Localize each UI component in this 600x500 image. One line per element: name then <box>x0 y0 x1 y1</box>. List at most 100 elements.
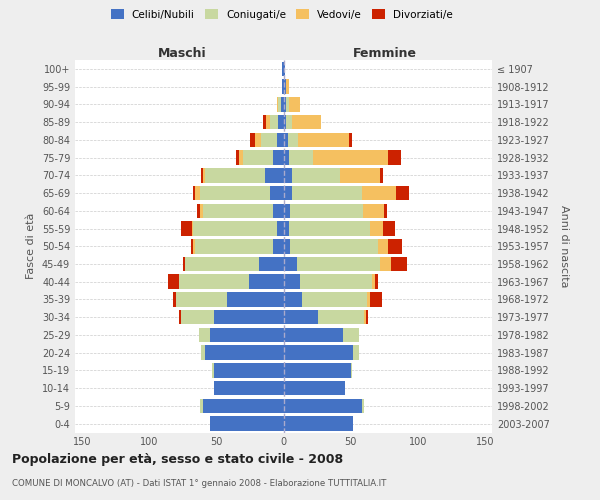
Bar <box>363 204 385 218</box>
Bar <box>292 115 321 130</box>
Bar <box>202 168 203 182</box>
Bar <box>284 274 299 289</box>
Legend: Celibi/Nubili, Coniugati/e, Vedovi/e, Divorziati/e: Celibi/Nubili, Coniugati/e, Vedovi/e, Di… <box>107 5 457 24</box>
Bar <box>284 256 297 272</box>
Bar <box>313 150 388 165</box>
Bar <box>278 115 284 130</box>
Bar <box>266 115 270 130</box>
Bar <box>367 292 370 306</box>
Bar <box>181 310 214 324</box>
Bar <box>284 186 292 200</box>
Bar <box>191 239 193 254</box>
Bar <box>343 328 359 342</box>
Bar <box>298 132 349 147</box>
Bar <box>284 381 346 396</box>
Bar <box>388 239 402 254</box>
Bar <box>286 97 289 112</box>
Bar <box>365 310 368 324</box>
Bar <box>290 239 377 254</box>
Bar <box>370 221 383 236</box>
Bar <box>202 346 205 360</box>
Bar <box>209 328 284 342</box>
Bar <box>284 204 290 218</box>
Bar <box>214 310 284 324</box>
Bar <box>340 168 380 182</box>
Bar <box>302 292 367 306</box>
Bar <box>284 398 362 413</box>
Bar <box>284 80 286 94</box>
Bar <box>292 168 340 182</box>
Bar <box>200 204 203 218</box>
Bar <box>388 150 401 165</box>
Bar <box>290 204 363 218</box>
Bar <box>185 256 259 272</box>
Bar <box>287 132 298 147</box>
Bar <box>273 150 284 165</box>
Bar <box>385 204 387 218</box>
Bar <box>277 97 278 112</box>
Bar <box>270 115 278 130</box>
Y-axis label: Anni di nascita: Anni di nascita <box>559 205 569 288</box>
Bar <box>284 132 287 147</box>
Bar <box>278 97 281 112</box>
Bar <box>284 292 302 306</box>
Bar <box>176 292 227 306</box>
Bar <box>273 239 284 254</box>
Bar <box>182 256 185 272</box>
Bar <box>380 256 391 272</box>
Bar <box>195 186 200 200</box>
Bar <box>227 292 284 306</box>
Bar <box>277 221 284 236</box>
Bar <box>282 62 284 76</box>
Bar <box>284 97 286 112</box>
Bar <box>289 150 313 165</box>
Bar <box>380 168 383 182</box>
Bar <box>284 328 343 342</box>
Bar <box>284 363 351 378</box>
Text: Femmine: Femmine <box>352 47 416 60</box>
Bar <box>243 150 273 165</box>
Bar <box>181 221 192 236</box>
Bar <box>236 150 239 165</box>
Bar <box>203 398 284 413</box>
Text: COMUNE DI MONCALVO (AT) - Dati ISTAT 1° gennaio 2008 - Elaborazione TUTTITALIA.I: COMUNE DI MONCALVO (AT) - Dati ISTAT 1° … <box>12 479 386 488</box>
Bar <box>284 221 289 236</box>
Bar <box>297 256 380 272</box>
Bar <box>259 256 284 272</box>
Bar <box>277 132 284 147</box>
Bar <box>265 168 284 182</box>
Bar <box>214 363 284 378</box>
Bar <box>284 239 290 254</box>
Bar <box>193 186 195 200</box>
Bar <box>292 186 362 200</box>
Bar <box>286 115 292 130</box>
Bar <box>284 62 285 76</box>
Bar <box>375 274 377 289</box>
Text: Popolazione per età, sesso e stato civile - 2008: Popolazione per età, sesso e stato civil… <box>12 452 343 466</box>
Bar <box>214 381 284 396</box>
Bar <box>289 97 299 112</box>
Bar <box>179 310 181 324</box>
Bar <box>197 204 200 218</box>
Bar <box>284 115 286 130</box>
Bar <box>173 292 176 306</box>
Text: Maschi: Maschi <box>158 47 207 60</box>
Bar <box>248 274 284 289</box>
Bar <box>168 274 179 289</box>
Bar <box>255 132 260 147</box>
Bar <box>263 115 266 130</box>
Bar <box>370 292 382 306</box>
Bar <box>284 150 289 165</box>
Bar <box>205 168 265 182</box>
Bar <box>282 80 284 94</box>
Bar <box>299 274 372 289</box>
Bar <box>391 256 407 272</box>
Bar <box>239 150 243 165</box>
Bar <box>200 186 270 200</box>
Bar <box>362 186 397 200</box>
Bar <box>286 80 289 94</box>
Bar <box>209 416 284 431</box>
Bar <box>364 310 365 324</box>
Bar <box>270 186 284 200</box>
Bar <box>250 132 255 147</box>
